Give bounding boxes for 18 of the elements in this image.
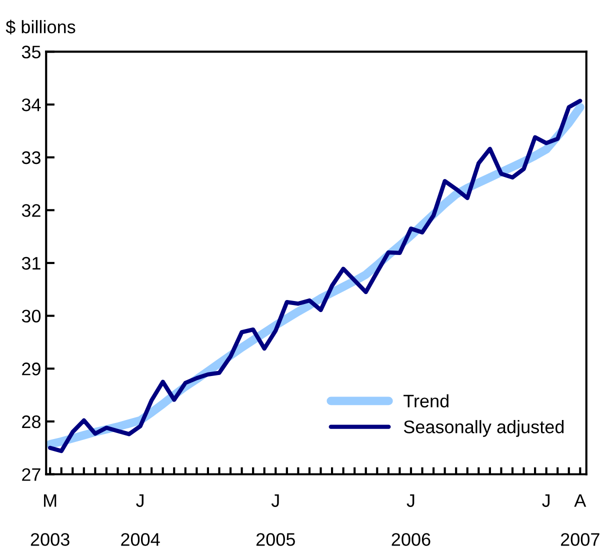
x-tick-label: J [542,494,550,507]
y-tick-label: 31 [22,256,40,270]
category-label: J 2006 [392,494,430,546]
y-tick-label: 30 [22,310,41,323]
y-tick-label: 28 [22,415,40,428]
y-tick-label: 32 [22,204,40,217]
y-tick-label: 34 [22,98,41,112]
category-label: J 2005 [256,494,295,546]
y-tick-label: 29 [22,362,40,376]
y-tick-label: 33 [22,151,40,164]
category-label: M 2003 [30,494,70,546]
category-label: J 2004 [121,494,160,546]
category-label: A 2007 [560,494,600,546]
legend-label: Trend [404,394,448,408]
y-tick-label: 35 [22,46,41,58]
legend-label: Seasonally adjusted [404,420,564,437]
y-axis-title: $ billions [6,20,76,34]
y-tick-label: 27 [22,468,40,481]
